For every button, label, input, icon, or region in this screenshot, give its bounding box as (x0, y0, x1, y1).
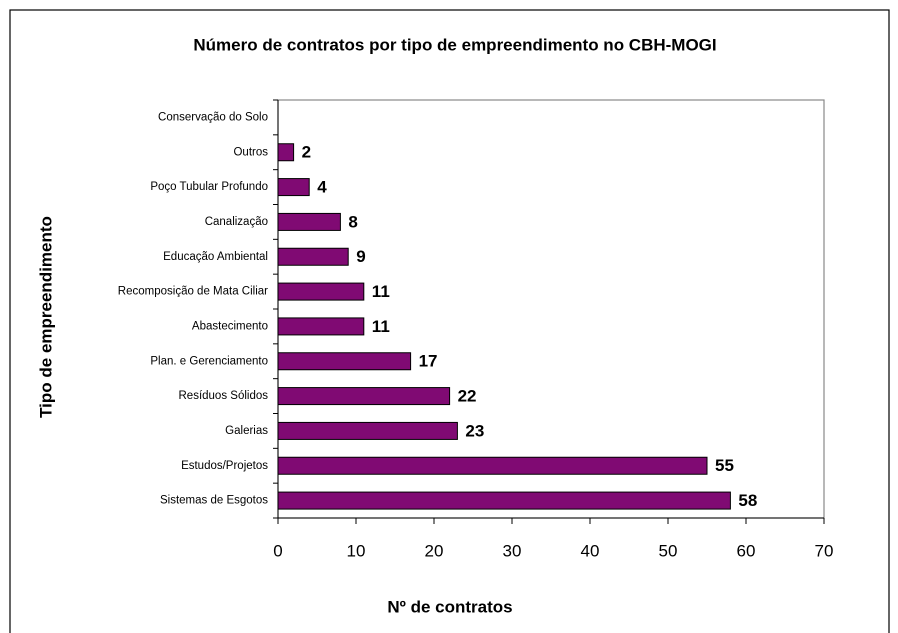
y-tick-label: Educação Ambiental (163, 251, 268, 263)
y-axis-label: Tipo de empreendimento (36, 216, 55, 418)
x-tick-label: 60 (737, 541, 756, 560)
chart-frame (9, 9, 890, 633)
x-tick-label: 0 (273, 541, 282, 560)
x-tick-label: 70 (815, 541, 834, 560)
data-label: 17 (419, 352, 438, 371)
bar (277, 421, 458, 440)
bar (277, 282, 365, 301)
data-label: 4 (317, 178, 327, 197)
data-label: 9 (356, 247, 365, 266)
y-tick-label: Outros (233, 146, 268, 158)
bar (277, 317, 365, 336)
y-tick-label: Estudos/Projetos (181, 460, 268, 472)
bar (277, 247, 349, 266)
y-tick-label: Galerias (225, 425, 268, 437)
x-tick-label: 20 (425, 541, 444, 560)
bar (277, 352, 412, 371)
y-tick-label: Recomposição de Mata Ciliar (118, 286, 268, 298)
bar (277, 178, 310, 197)
chart-title: Número de contratos por tipo de empreend… (193, 35, 716, 54)
data-label: 22 (458, 387, 477, 406)
bar (277, 143, 295, 162)
x-tick-label: 30 (503, 541, 522, 560)
y-tick-label: Canalização (205, 216, 268, 228)
x-tick-label: 50 (659, 541, 678, 560)
y-tick-label: Sistemas de Esgotos (160, 495, 268, 507)
x-tick-label: 10 (347, 541, 366, 560)
x-tick-label: 40 (581, 541, 600, 560)
bar (277, 212, 341, 231)
bar (277, 456, 708, 475)
data-label: 11 (372, 317, 390, 336)
y-tick-label: Plan. e Gerenciamento (150, 355, 268, 367)
data-label: 11 (372, 282, 390, 301)
y-tick-label: Conservação do Solo (158, 111, 268, 123)
data-label: 58 (738, 491, 757, 510)
y-tick-label: Abastecimento (192, 320, 268, 332)
x-axis-label: Nº de contratos (387, 597, 512, 616)
data-label: 23 (465, 421, 484, 440)
y-tick-label: Resíduos Sólidos (179, 390, 269, 402)
bar (277, 387, 451, 406)
data-label: 2 (302, 143, 311, 162)
data-label: 8 (348, 212, 357, 231)
y-tick-label: Poço Tubular Profundo (150, 181, 268, 193)
bar (277, 491, 731, 510)
data-label: 55 (715, 456, 734, 475)
